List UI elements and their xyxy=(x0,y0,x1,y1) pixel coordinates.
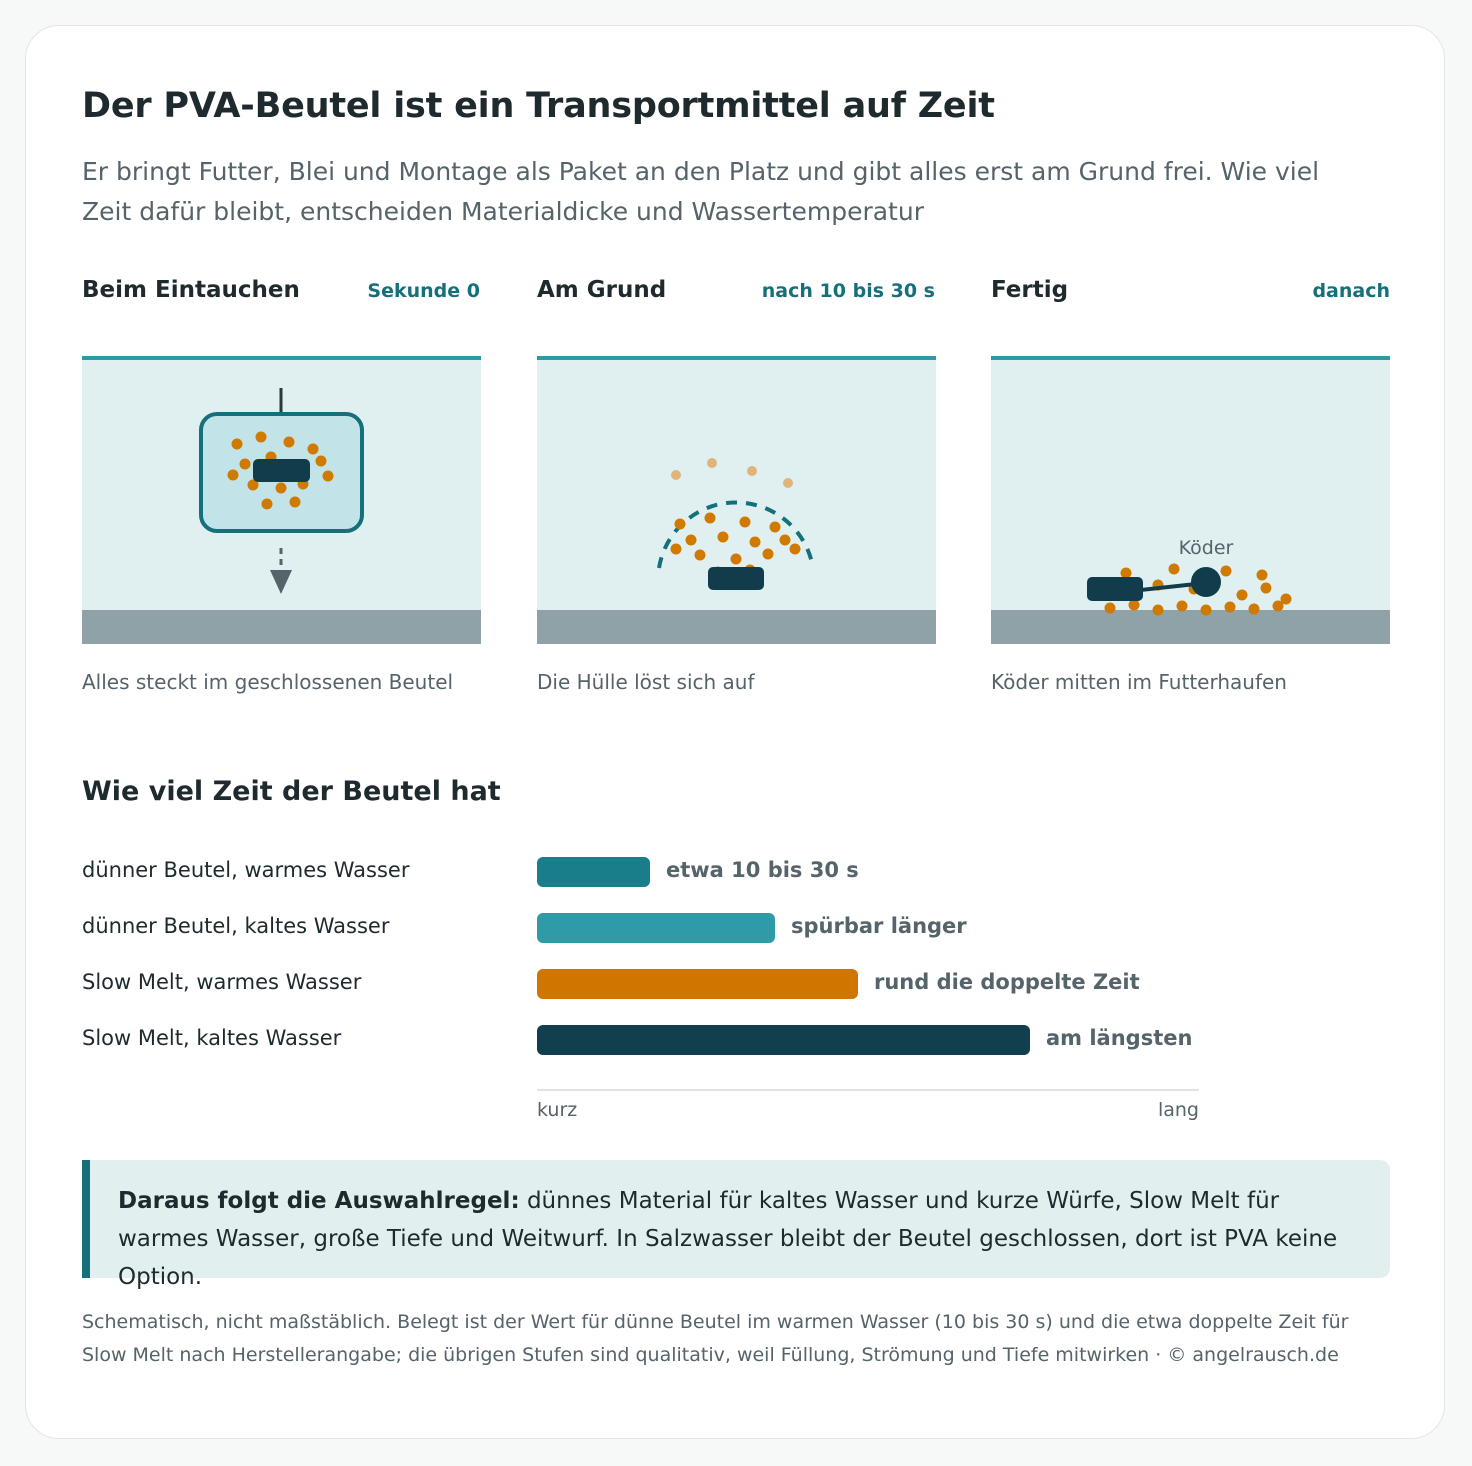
step-2-caption: Die Hülle löst sich auf xyxy=(537,670,755,694)
bait-boilie xyxy=(1191,567,1221,597)
duration-bar xyxy=(537,969,858,999)
timing-section-title: Wie viel Zeit der Beutel hat xyxy=(82,776,501,807)
panel-dissolving xyxy=(537,356,936,644)
axis-max-label: lang xyxy=(1157,1099,1199,1121)
step-1-time: Sekunde 0 xyxy=(367,280,480,302)
bar-label: Slow Melt, kaltes Wasser xyxy=(82,1026,342,1050)
bait-in-feed-illustration: Köder xyxy=(991,356,1390,644)
lead-weight xyxy=(253,459,310,482)
page-subtitle: Er bringt Futter, Blei und Montage als P… xyxy=(82,157,1320,226)
bar-value-label: am längsten xyxy=(1046,1026,1193,1050)
bar-label: dünner Beutel, kaltes Wasser xyxy=(82,914,390,938)
panel-sinking xyxy=(82,356,481,644)
dissolving-hull xyxy=(657,500,815,569)
drifting-particles xyxy=(671,458,793,488)
duration-bar xyxy=(537,913,775,943)
ground xyxy=(82,610,481,644)
rule-callout: Daraus folgt die Auswahlregel: dünnes Ma… xyxy=(82,1160,1390,1290)
page-title: Der PVA-Beutel ist ein Transportmittel a… xyxy=(82,86,995,126)
timing-axis xyxy=(537,1089,1199,1091)
rule-strong: Daraus folgt die Auswahlregel: xyxy=(118,1188,520,1214)
bar-value-label: etwa 10 bis 30 s xyxy=(666,858,859,882)
panel-done: Köder xyxy=(991,356,1390,644)
step-3-title: Fertig xyxy=(991,277,1069,303)
footer-note: Schematisch, nicht maßstäblich. Belegt i… xyxy=(82,1311,1349,1366)
axis-min-label: kurz xyxy=(537,1099,578,1121)
duration-bar xyxy=(537,1025,1030,1055)
lead-weight xyxy=(708,567,764,590)
duration-bar xyxy=(537,857,650,887)
dissolving-bag-illustration xyxy=(537,356,936,644)
bar-value-label: spürbar länger xyxy=(791,914,967,938)
ground xyxy=(991,610,1390,644)
bar-label: dünner Beutel, warmes Wasser xyxy=(82,858,410,882)
step-2-time: nach 10 bis 30 s xyxy=(761,280,935,302)
ground xyxy=(537,610,936,644)
lead-weight xyxy=(1087,577,1143,601)
arrow-down-icon xyxy=(270,570,292,594)
step-1-caption: Alles steckt im geschlossenen Beutel xyxy=(82,670,454,694)
bar-label: Slow Melt, warmes Wasser xyxy=(82,970,362,994)
step-2-title: Am Grund xyxy=(537,277,667,303)
step-1-title: Beim Eintauchen xyxy=(82,277,300,303)
bar-value-label: rund die doppelte Zeit xyxy=(874,970,1140,994)
rule-text: dünnes Material für kaltes Wasser und ku… xyxy=(118,1188,1338,1290)
bait-label: Köder xyxy=(1179,537,1234,559)
sinking-bag-illustration xyxy=(82,356,481,644)
step-3-caption: Köder mitten im Futterhaufen xyxy=(991,670,1287,694)
step-3-time: danach xyxy=(1312,280,1390,302)
